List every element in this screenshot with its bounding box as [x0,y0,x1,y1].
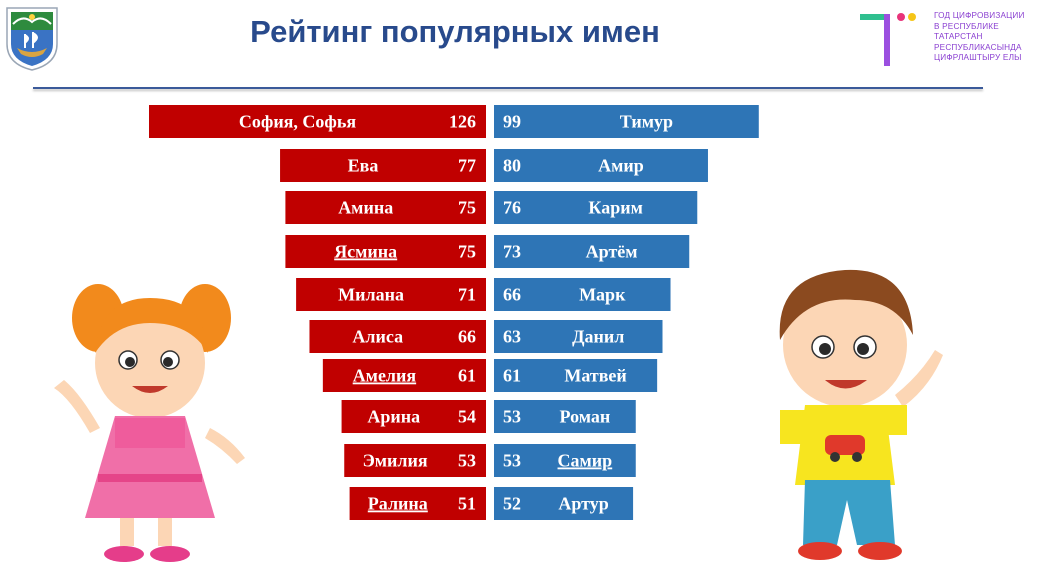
boy-name-count: 80 [503,156,521,176]
boy-name-label: Матвей [564,366,626,386]
boy-name-bar [494,149,708,182]
girl-name-bar [280,149,486,182]
girl-name-label: Ралина [368,494,428,514]
boy-name-count: 76 [503,198,521,218]
boy-illustration-icon [779,269,943,560]
boy-name-bar [494,235,690,268]
boy-name-bar [494,191,698,224]
boy-name-count: 53 [503,407,521,427]
boy-name-label: Самир [558,451,613,471]
girl-name-count: 66 [458,327,476,347]
girl-name-count: 61 [458,366,476,386]
boy-name-bar [494,359,658,392]
girl-name-count: 77 [458,156,476,176]
boy-name-count: 52 [503,494,521,514]
girl-name-label: Амелия [353,366,417,386]
girl-name-count: 126 [449,112,476,132]
boy-name-bar [494,400,636,433]
girl-name-count: 71 [458,285,476,305]
girl-name-label: Ясмина [334,242,397,262]
boy-name-bar [494,278,671,311]
boy-name-bar [494,444,636,477]
girl-name-label: Ева [348,156,379,176]
digitalization-year-logo-icon [860,13,916,66]
boy-name-count: 53 [503,451,521,471]
girl-name-bar [149,105,486,138]
girl-name-bar [341,400,486,433]
girl-name-count: 53 [458,451,476,471]
girl-name-label: София, Софья [239,112,357,132]
page-title: Рейтинг популярных имен [250,14,660,49]
girl-name-bar [285,235,486,268]
event-caption-line: ГОД ЦИФРОВИЗАЦИИ [934,11,1025,20]
boy-name-label: Артём [586,242,638,262]
girl-name-bar [285,191,486,224]
boy-name-count: 66 [503,285,521,305]
girl-name-label: Арина [367,407,420,427]
girl-name-bar [322,359,486,392]
boy-name-count: 61 [503,366,521,386]
boy-name-count: 73 [503,242,521,262]
girl-name-label: Амина [338,198,393,218]
boy-name-label: Амир [598,156,644,176]
boy-name-label: Марк [579,285,626,305]
girl-name-label: Эмилия [363,451,428,471]
girl-name-label: Милана [338,285,404,305]
event-caption-line: РЕСПУБЛИКАСЫНДА [934,42,1022,52]
girl-name-bar [344,444,486,477]
girl-name-count: 75 [458,242,476,262]
girl-name-bar [309,320,486,353]
boy-name-count: 99 [503,112,521,132]
girl-name-count: 51 [458,494,476,514]
girl-name-bar [349,487,486,520]
girl-name-count: 75 [458,198,476,218]
boy-name-label: Артур [558,494,608,514]
boy-name-bar [494,487,634,520]
boy-name-label: Карим [588,198,642,218]
event-caption-line: ЦИФРЛАШТЫРУ ЕЛЫ [934,53,1022,62]
boy-name-bar [494,105,759,138]
boy-name-label: Данил [572,327,624,347]
city-crest-icon [6,7,58,71]
girl-illustration-icon [54,284,245,562]
boy-name-label: Роман [560,407,611,427]
title-divider [33,87,983,89]
girl-name-count: 54 [458,407,476,427]
event-caption-line: В РЕСПУБЛИКЕ [934,21,999,31]
boy-name-bar [494,320,663,353]
event-caption-line: ТАТАРСТАН [934,32,983,41]
boy-name-count: 63 [503,327,521,347]
girl-name-label: Алиса [352,327,403,347]
boy-name-label: Тимур [620,112,673,132]
event-caption: ГОД ЦИФРОВИЗАЦИИ В РЕСПУБЛИКЕ ТАТАРСТАН … [934,11,1046,64]
girl-name-bar [296,278,486,311]
